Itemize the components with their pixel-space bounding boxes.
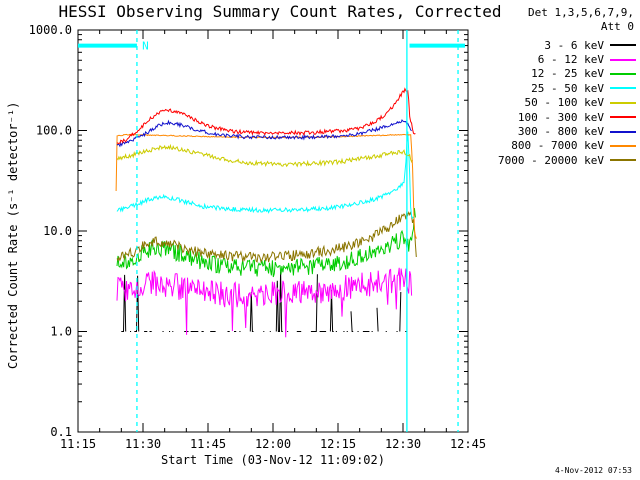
legend-line-sample [610, 101, 636, 104]
legend-entry: 3 - 6 keV [488, 38, 636, 52]
y-tick-label: 100.0 [36, 124, 72, 138]
y-tick-label: 1000.0 [29, 23, 72, 37]
y-tick-label: 0.1 [50, 425, 72, 439]
y-tick-label: 1.0 [50, 325, 72, 339]
x-tick-label: 11:15 [60, 437, 96, 451]
plot-creation-timestamp: 4-Nov-2012 07:53 [554, 466, 632, 475]
legend-entry: 100 - 300 keV [488, 110, 636, 124]
x-axis-label: Start Time (03-Nov-12 11:09:02) [161, 453, 385, 467]
legend-label: 6 - 12 keV [537, 53, 604, 67]
legend-entry: 6 - 12 keV [488, 52, 636, 66]
legend-entry: 800 - 7000 keV [488, 139, 636, 153]
series-line-25-50keV [116, 131, 414, 219]
legend-line-sample [610, 58, 636, 61]
legend-label: 100 - 300 keV [517, 110, 604, 124]
legend-entries: 3 - 6 keV 6 - 12 keV 12 - 25 keV 25 - 50 ke… [488, 38, 636, 168]
x-tick-label: 12:45 [450, 437, 486, 451]
series-line-3-6keV [121, 271, 408, 332]
series-line-7000-20000keV [116, 210, 417, 263]
x-tick-label: 12:30 [385, 437, 421, 451]
legend-entry: 25 - 50 keV [488, 81, 636, 95]
legend-label: 800 - 7000 keV [511, 139, 604, 153]
legend-title-line2: Att 0 [600, 20, 634, 33]
x-tick-label: 12:15 [320, 437, 356, 451]
series-line-300-800keV [116, 119, 412, 148]
x-tick-label: 12:00 [255, 437, 291, 451]
legend-label: 300 - 800 keV [517, 125, 604, 139]
y-tick-label: 10.0 [43, 224, 72, 238]
series-line-50-100keV [116, 143, 413, 168]
series-line-800-7000keV [115, 133, 417, 239]
legend-line-sample [610, 144, 636, 147]
legend-entry: 300 - 800 keV [488, 124, 636, 138]
legend-line-sample [610, 159, 636, 162]
legend: Det 1,3,5,6,7,9, Att 0 3 - 6 keV 6 - 12 k… [488, 6, 636, 168]
x-tick-label: 11:30 [125, 437, 161, 451]
legend-label: 12 - 25 keV [531, 67, 604, 81]
series-line-100-300keV [116, 87, 416, 145]
legend-line-sample [610, 87, 636, 90]
y-axis-label: Corrected Count Rate (s⁻¹ detector⁻¹) [6, 101, 20, 369]
legend-title-line1: Det 1,3,5,6,7,9, [528, 6, 634, 19]
legend-label: 50 - 100 keV [524, 96, 604, 110]
x-tick-label: 11:45 [190, 437, 226, 451]
legend-line-sample [610, 72, 636, 75]
legend-entry: 12 - 25 keV [488, 67, 636, 81]
legend-entry: 7000 - 20000 keV [488, 153, 636, 167]
legend-label: 25 - 50 keV [531, 81, 604, 95]
night-label: N [142, 40, 149, 53]
legend-entry: 50 - 100 keV [488, 96, 636, 110]
series-line-12-25keV [116, 208, 416, 278]
legend-line-sample [610, 116, 636, 119]
legend-line-sample [610, 44, 636, 47]
series-line-6-12keV [116, 267, 413, 338]
legend-label: 3 - 6 keV [544, 38, 604, 52]
legend-label: 7000 - 20000 keV [498, 153, 604, 167]
page-title: HESSI Observing Summary Count Rates, Cor… [58, 2, 502, 21]
legend-line-sample [610, 130, 636, 133]
